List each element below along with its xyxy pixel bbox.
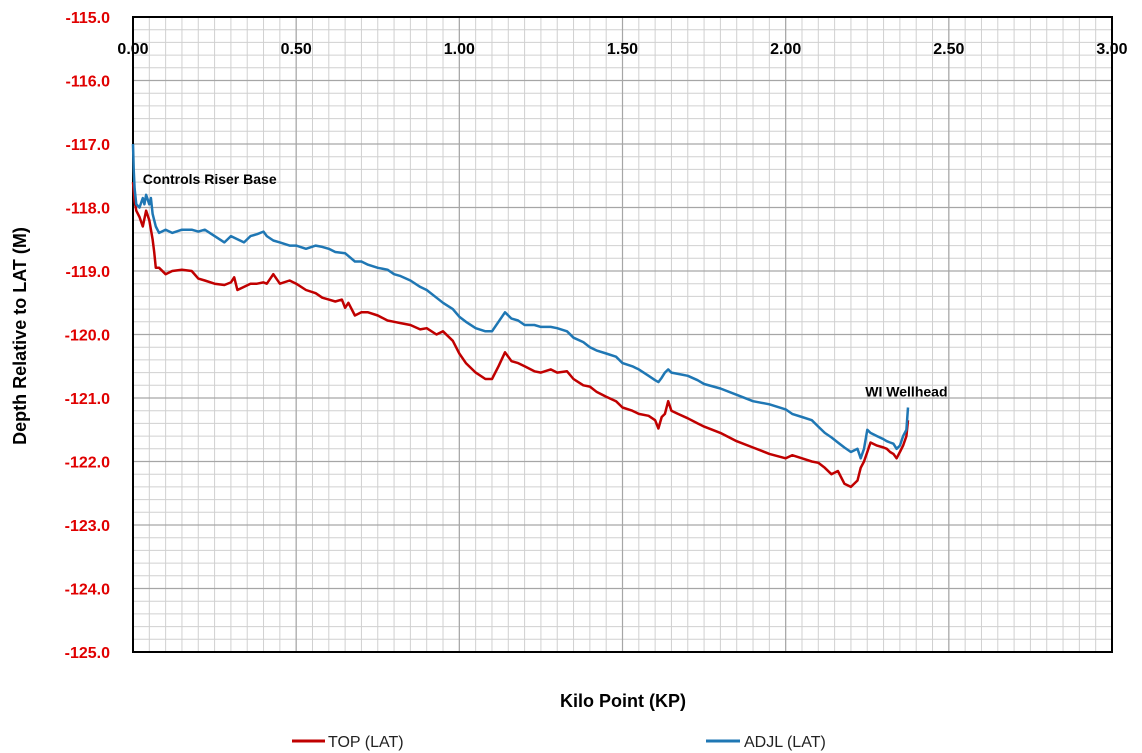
y-tick-label: -115.0 xyxy=(66,10,111,27)
x-tick-label: 2.50 xyxy=(933,41,964,58)
x-tick-label: 3.00 xyxy=(1096,41,1127,58)
y-tick-label: -119.0 xyxy=(66,264,111,281)
chart-legend: TOP (LAT) ADJL (LAT) xyxy=(292,734,826,751)
legend-label-top: TOP (LAT) xyxy=(328,734,404,751)
x-tick-label: 1.00 xyxy=(444,41,475,58)
y-tick-label: -121.0 xyxy=(65,391,110,408)
series-line-top xyxy=(131,181,910,489)
series-layer xyxy=(131,143,910,489)
annotations: Controls Riser Base WI Wellhead xyxy=(143,171,948,400)
y-axis-title: Depth Relative to LAT (M) xyxy=(10,227,30,445)
annotation-wi-wellhead: WI Wellhead xyxy=(865,384,947,400)
x-tick-label: 2.00 xyxy=(770,41,801,58)
y-tick-label: -116.0 xyxy=(66,74,111,91)
x-tick-label: 0.00 xyxy=(117,41,148,58)
x-tick-label: 0.50 xyxy=(281,41,312,58)
x-axis-tick-labels: 0.00 0.50 1.00 1.50 2.00 2.50 3.00 xyxy=(117,41,1127,58)
y-tick-label: -122.0 xyxy=(65,455,110,472)
legend-item-adjl[interactable]: ADJL (LAT) xyxy=(706,734,826,751)
annotation-controls-riser-base: Controls Riser Base xyxy=(143,171,277,187)
x-axis-title: Kilo Point (KP) xyxy=(560,691,686,711)
legend-label-adjl: ADJL (LAT) xyxy=(744,734,826,751)
x-tick-label: 1.50 xyxy=(607,41,638,58)
y-tick-label: -120.0 xyxy=(65,328,110,345)
y-tick-label: -124.0 xyxy=(65,582,110,599)
legend-item-top[interactable]: TOP (LAT) xyxy=(292,734,404,751)
y-axis-tick-labels: -115.0 -116.0 -117.0 -118.0 -119.0 -120.0 -121… xyxy=(65,10,110,662)
plot-area-border xyxy=(132,16,1113,653)
series-line-adjl xyxy=(131,143,910,460)
y-tick-label: -125.0 xyxy=(65,645,110,662)
y-tick-label: -118.0 xyxy=(66,201,111,218)
y-tick-label: -123.0 xyxy=(65,518,110,535)
y-tick-label: -117.0 xyxy=(66,137,111,154)
